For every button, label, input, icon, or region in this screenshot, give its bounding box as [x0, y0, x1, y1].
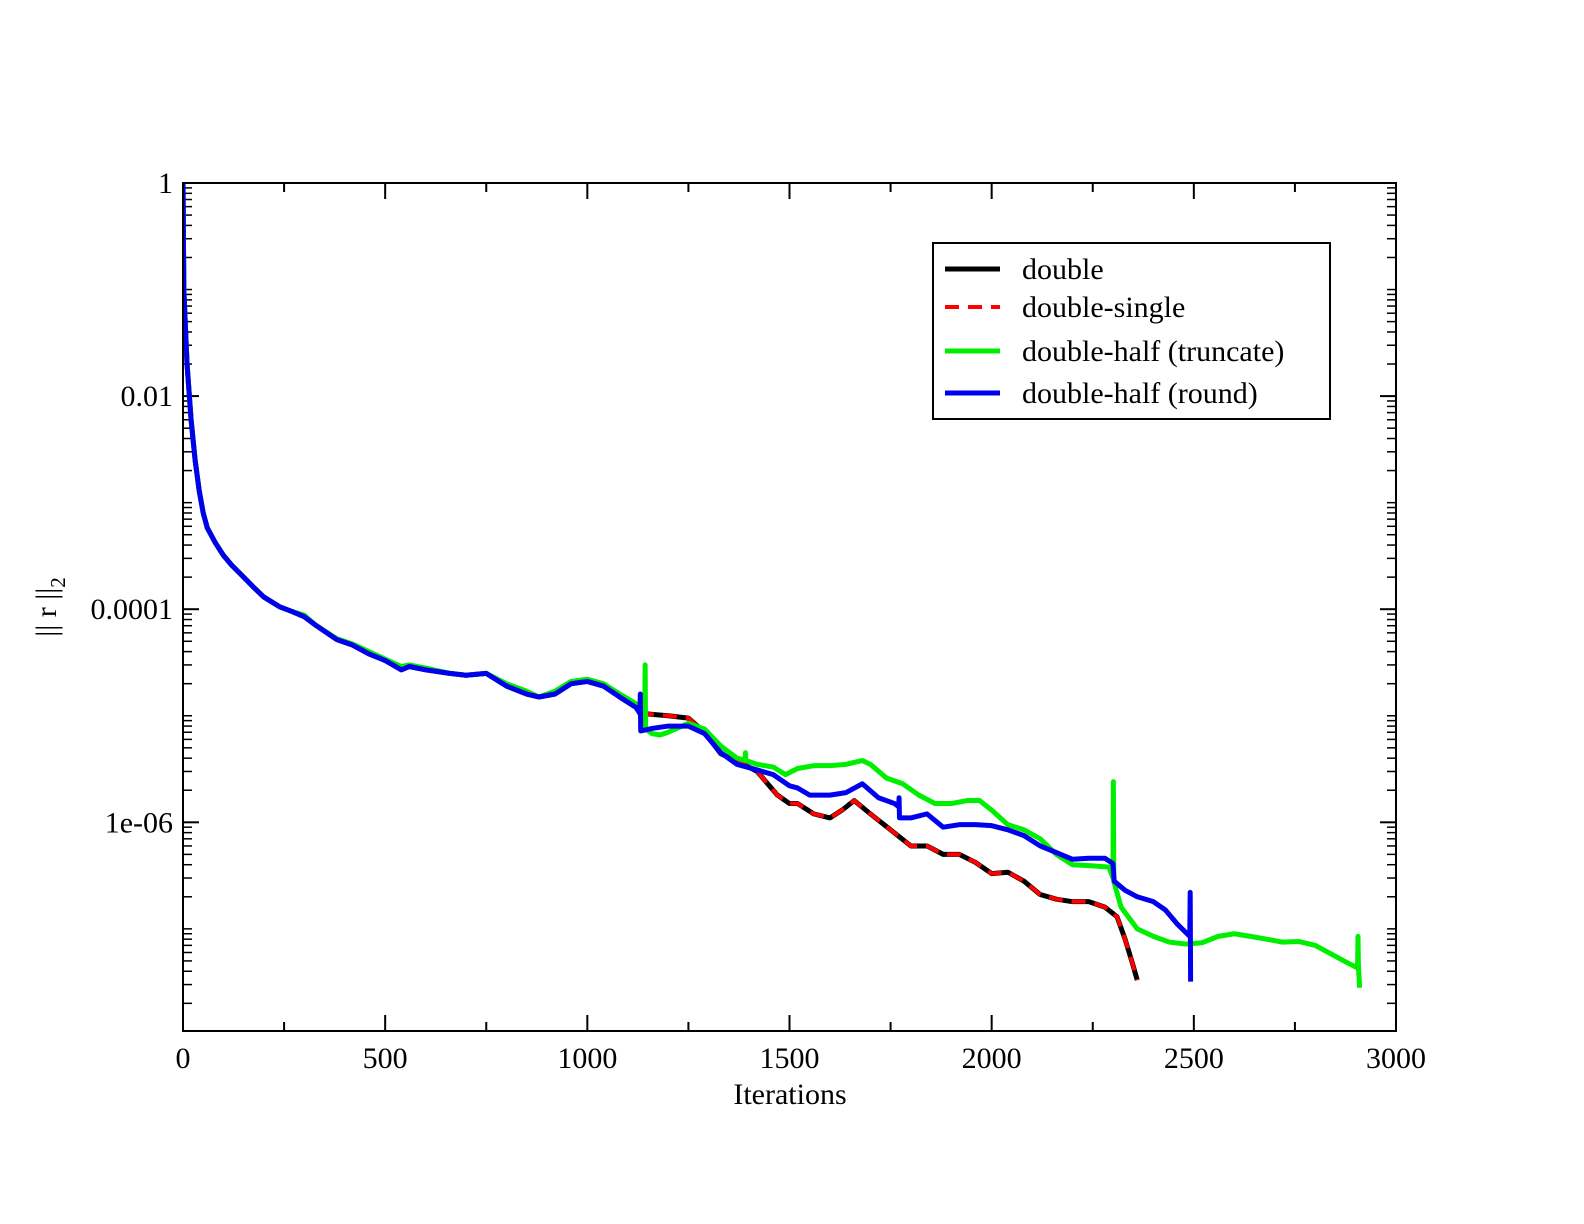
series-lines [183, 183, 1363, 988]
legend: double double-single double-half (truncate… [932, 242, 1331, 420]
legend-label-3: double-half (round) [1022, 377, 1258, 410]
legend-label-2: double-half (truncate) [1022, 335, 1284, 368]
x-tick-labels: 0 500 1000 1500 2000 2500 3000 [176, 1042, 1427, 1075]
legend-box [932, 242, 1331, 420]
legend-entries: double double-single double-half (truncate… [945, 253, 1284, 410]
x-tick-label: 2500 [1164, 1042, 1224, 1075]
x-tick-label: 1000 [557, 1042, 617, 1075]
y-axis-label-subscript: 2 [46, 577, 70, 588]
series-line-3 [183, 183, 1194, 982]
x-tick-label: 1500 [760, 1042, 820, 1075]
x-tick-label: 0 [176, 1042, 191, 1075]
legend-label-0: double [1022, 253, 1104, 286]
y-tick-label: 1 [158, 167, 173, 200]
y-axis-label: || r ||2 [30, 577, 70, 637]
plot-frame [182, 182, 1397, 1032]
x-tick-label: 3000 [1366, 1042, 1426, 1075]
x-tick-label: 500 [363, 1042, 408, 1075]
x-tick-label: 2000 [962, 1042, 1022, 1075]
x-axis-label: Iterations [733, 1078, 846, 1111]
y-tick-label: 0.01 [121, 380, 174, 413]
legend-label-1: double-single [1022, 291, 1185, 324]
y-tick-label: 1e-06 [105, 806, 173, 839]
y-axis-label-main: || r || [30, 588, 63, 637]
y-tick-labels: 1 0.01 0.0001 1e-06 [91, 167, 174, 839]
y-tick-label: 0.0001 [91, 593, 174, 626]
